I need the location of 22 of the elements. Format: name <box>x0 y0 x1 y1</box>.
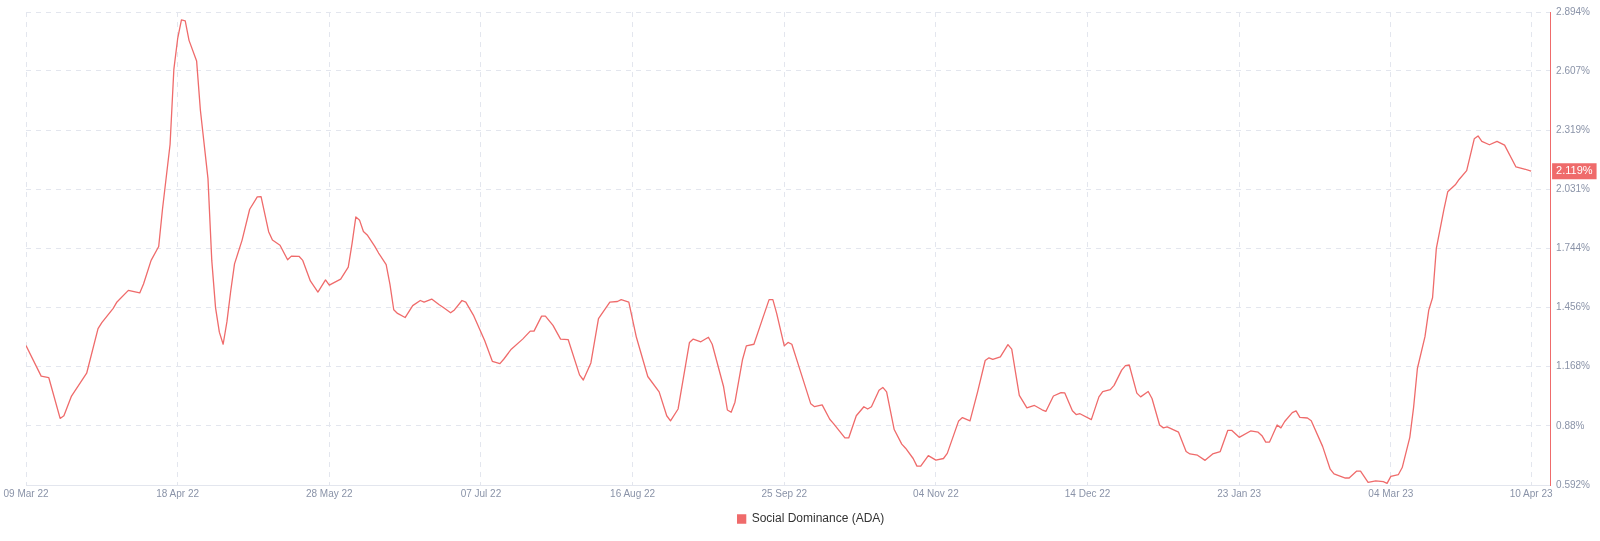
y-tick-label: 1.456% <box>1556 301 1591 313</box>
y-tick-label: 0.592% <box>1556 478 1591 490</box>
y-tick-label: 2.894% <box>1556 5 1591 17</box>
y-tick-label: 1.168% <box>1556 360 1591 372</box>
x-tick-label: 04 Mar 23 <box>1368 487 1414 499</box>
y-tick-label: 0.88% <box>1556 419 1585 431</box>
y-tick-label: 2.031% <box>1556 183 1591 195</box>
x-tick-label: 04 Nov 22 <box>913 487 960 499</box>
x-tick-label: 28 May 22 <box>305 487 354 499</box>
x-tick-label: 16 Aug 22 <box>610 487 656 499</box>
y-tick-label: 2.607% <box>1556 64 1591 76</box>
x-tick-label: 10 Apr 23 <box>1509 487 1553 499</box>
x-tick-label: 09 Mar 22 <box>3 487 49 499</box>
y-tick-label: 2.319% <box>1556 123 1591 135</box>
x-tick-label: 25 Sep 22 <box>761 487 808 499</box>
x-tick-label: 23 Jan 23 <box>1217 487 1262 499</box>
x-tick-label: 14 Dec 22 <box>1064 487 1111 499</box>
y-tick-label: 1.744% <box>1556 242 1591 254</box>
x-tick-label: 18 Apr 22 <box>156 487 200 499</box>
annotation: 2.119% <box>1556 164 1593 177</box>
legend-label: Social Dominance (ADA) <box>751 511 885 526</box>
x-tick-label: 07 Jul 22 <box>460 487 502 499</box>
